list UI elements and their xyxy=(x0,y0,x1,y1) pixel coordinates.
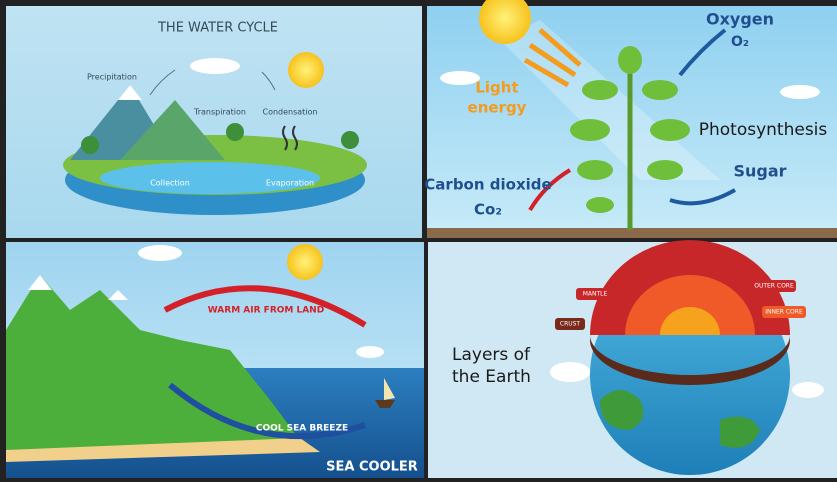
label: Light xyxy=(475,79,518,97)
label: Evaporation xyxy=(266,179,314,188)
sea-breeze-panel: WARM AIR FROM LAND COOL SEA BREEZE SEA C… xyxy=(6,242,424,478)
cloud xyxy=(440,71,480,85)
tree xyxy=(226,123,244,141)
label: Transpiration xyxy=(193,108,246,117)
sun xyxy=(288,52,324,88)
label: Sugar xyxy=(733,162,786,181)
tree xyxy=(81,136,99,154)
label: Carbon dioxide xyxy=(424,176,551,194)
earth-layers-panel: MANTLE OUTER CORE INNER CORE CRUST Layer… xyxy=(428,240,837,478)
cloud xyxy=(550,362,590,382)
label: Condensation xyxy=(262,108,317,117)
panel-title: THE WATER CYCLE xyxy=(157,21,278,36)
label: MANTLE xyxy=(583,291,608,298)
cloud xyxy=(792,382,824,398)
label: Precipitation xyxy=(87,73,137,82)
cloud xyxy=(780,85,820,99)
label: energy xyxy=(468,99,527,117)
label: SEA COOLER xyxy=(326,460,418,475)
label: Photosynthesis xyxy=(699,120,828,140)
collage: THE WATER CYCLE Precipitation Transpirat… xyxy=(0,0,837,482)
label: WARM AIR FROM LAND xyxy=(208,306,324,316)
title: the Earth xyxy=(452,367,531,387)
label: Collection xyxy=(150,179,190,188)
label: COOL SEA BREEZE xyxy=(256,424,348,434)
label: Oxygen xyxy=(706,10,774,29)
label: O₂ xyxy=(731,34,749,50)
water-cycle-panel: THE WATER CYCLE Precipitation Transpirat… xyxy=(6,6,422,238)
label: OUTER CORE xyxy=(754,283,794,290)
label: INNER CORE xyxy=(765,309,803,316)
cloud xyxy=(356,346,384,358)
label: Co₂ xyxy=(474,201,502,219)
photosynthesis-panel: Light energy Oxygen O₂ Photosynthesis Ca… xyxy=(424,0,837,238)
label: CRUST xyxy=(560,321,581,328)
title: Layers of xyxy=(452,345,531,365)
tree xyxy=(341,131,359,149)
cloud xyxy=(190,58,240,74)
sun xyxy=(287,244,323,280)
cloud xyxy=(138,245,182,261)
